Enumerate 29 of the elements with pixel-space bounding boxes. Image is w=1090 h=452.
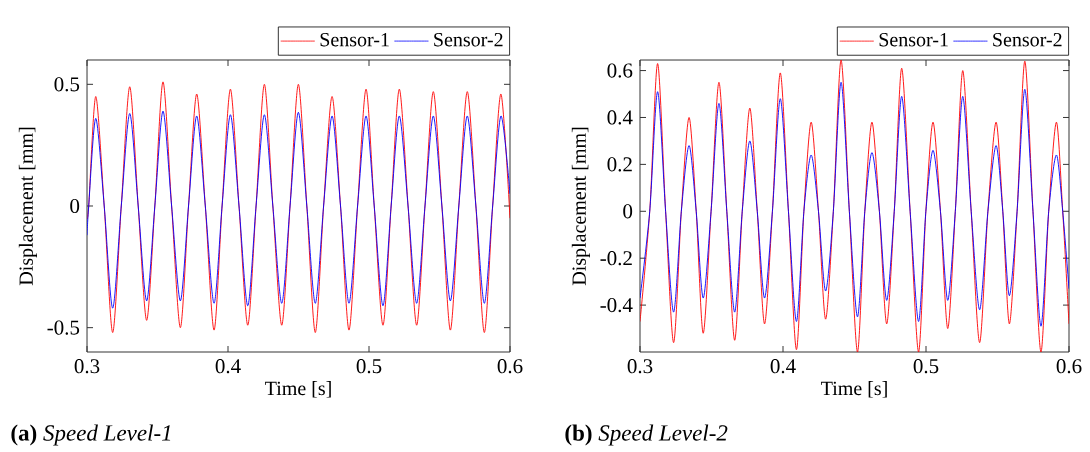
y-tick-label: -0.4	[600, 297, 633, 313]
y-tick-label: 0.5	[54, 77, 80, 92]
legend-label: Sensor-1	[320, 32, 389, 47]
line-series	[87, 110, 510, 309]
y-axis-title: Displacement [mm]	[18, 127, 37, 286]
legend-label: Sensor-2	[434, 32, 503, 47]
y-tick-label: 0.2	[607, 157, 632, 172]
x-axis-title: Time [s]	[265, 381, 331, 398]
x-tick-label: 0.3	[627, 359, 653, 374]
legend-label: Sensor-2	[993, 33, 1062, 47]
y-tick-label: 0	[623, 204, 633, 219]
y-tick-label: -0.5	[47, 320, 80, 335]
y-tick-label: 0.6	[607, 63, 633, 78]
line-series	[640, 81, 1069, 327]
x-tick-label: 0.5	[356, 359, 382, 374]
x-tick-label: 0.6	[1056, 359, 1082, 374]
y-tick-label: 0.4	[607, 110, 633, 125]
text: (b) Speed Level-2	[565, 424, 728, 446]
text: (a) Speed Level-1	[11, 424, 171, 446]
x-tick-label: 0.4	[215, 359, 241, 374]
x-tick-label: 0.5	[913, 359, 939, 374]
x-tick-label: 0.3	[74, 359, 100, 374]
x-tick-label: 0.4	[770, 359, 796, 374]
y-tick-label: -0.2	[600, 251, 632, 266]
legend-label: Sensor-1	[879, 33, 948, 47]
x-tick-label: 0.6	[497, 359, 523, 374]
x-axis-title: Time [s]	[821, 381, 887, 398]
y-axis-title: Displacement [mm]	[571, 127, 590, 286]
y-tick-label: 0	[70, 198, 80, 214]
